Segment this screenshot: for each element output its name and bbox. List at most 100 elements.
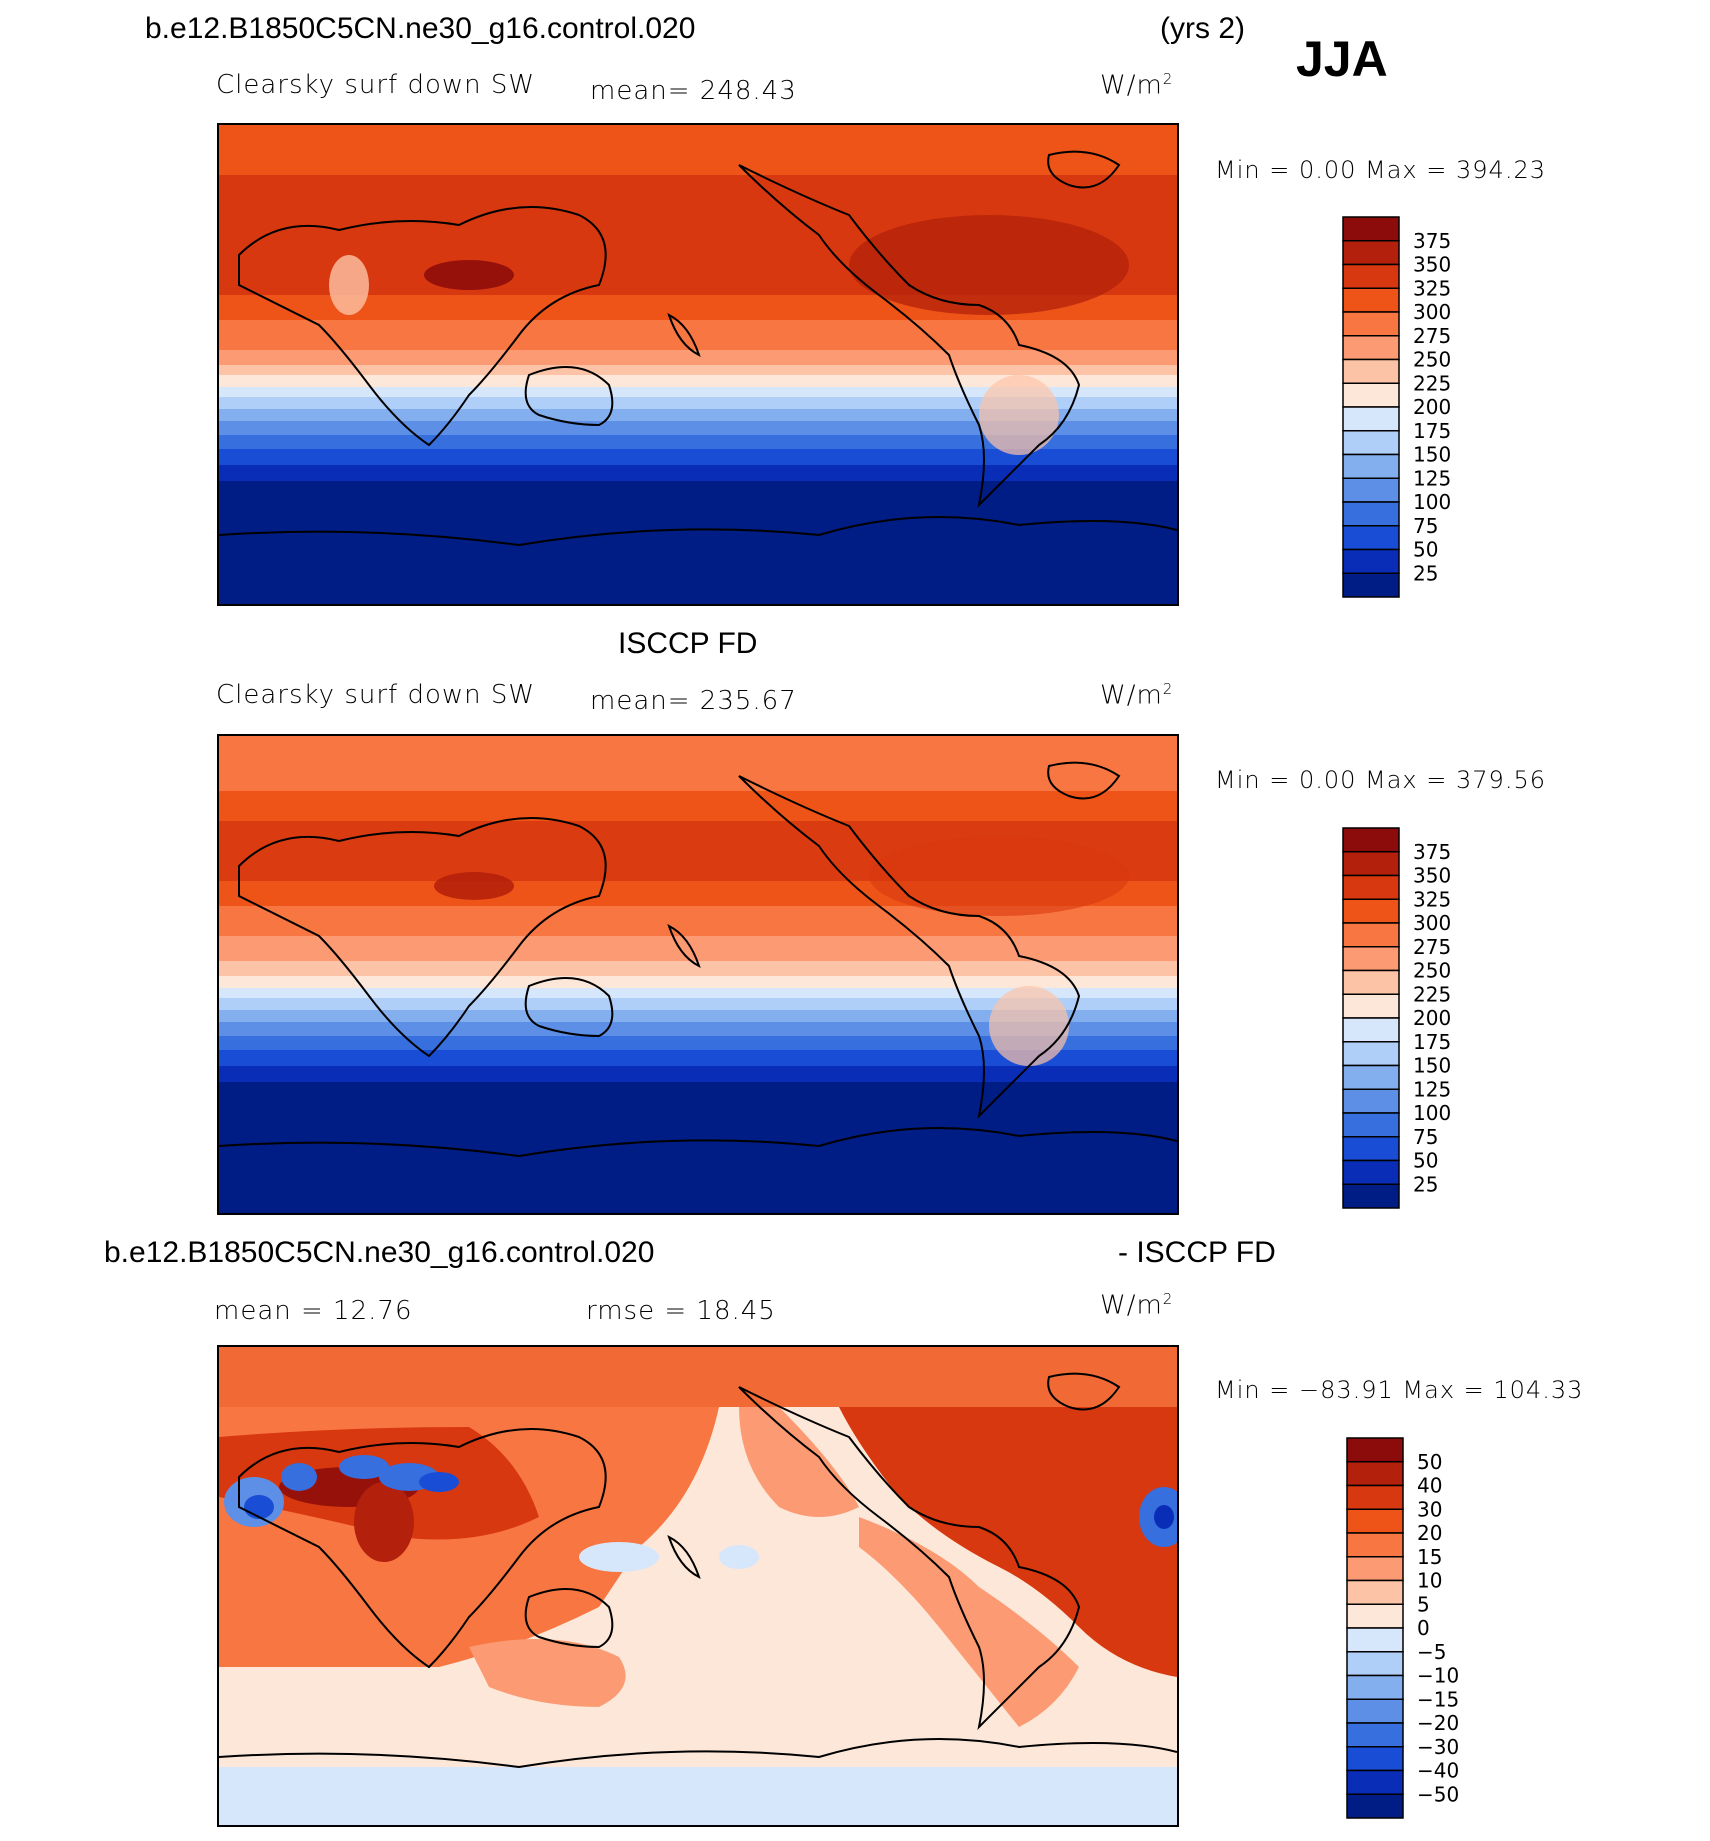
legend-swatch [1342, 358, 1400, 384]
legend-swatch [1342, 477, 1400, 503]
legend-swatch [1342, 572, 1400, 598]
legend-label: 40 [1417, 1474, 1442, 1498]
legend-swatch [1342, 453, 1400, 479]
legend-swatch [1346, 1674, 1404, 1700]
legend-swatch [1346, 1722, 1404, 1748]
panel1-legend: 375 350 325 300 275 250 225 200 175 150 125 100 75 50… [1341, 215, 1481, 598]
season-label: JJA [1296, 31, 1388, 87]
legend-swatch [1342, 1159, 1400, 1185]
legend-swatch [1346, 1651, 1404, 1677]
panel2-legend: 375 350 325 300 275 250 225 200 175 150 125 100 75 50… [1341, 826, 1481, 1209]
legend-label: 25 [1413, 561, 1438, 585]
legend-swatch [1342, 827, 1400, 853]
legend-label: 50 [1413, 538, 1438, 562]
years-label: (yrs 2) [1160, 12, 1245, 45]
legend-swatch [1342, 216, 1400, 242]
legend-swatch [1342, 1112, 1400, 1138]
legend-label: 350 [1413, 253, 1451, 277]
legend-label: 50 [1413, 1149, 1438, 1173]
legend-swatch [1342, 311, 1400, 337]
panel2-map-svg [219, 736, 1177, 1213]
legend-label: 30 [1417, 1497, 1442, 1521]
legend-swatch [1342, 1183, 1400, 1209]
legend-swatch [1342, 287, 1400, 313]
panel2-variable: Clearsky surf down SW [216, 680, 536, 710]
panel1-minmax: Min = 0.00 Max = 394.23 [1215, 156, 1546, 184]
legend-label: −20 [1417, 1711, 1459, 1735]
legend-label: 10 [1417, 1569, 1442, 1593]
panel3-minmax: Min = −83.91 Max = 104.33 [1215, 1376, 1584, 1404]
panel1-map [217, 123, 1179, 606]
legend-swatch [1342, 969, 1400, 995]
panel1-map-svg [219, 125, 1177, 604]
legend-swatch [1346, 1698, 1404, 1724]
legend-label: 100 [1413, 1101, 1451, 1125]
legend-label: 75 [1413, 1125, 1438, 1149]
legend-swatch [1346, 1484, 1404, 1510]
legend-label: 0 [1417, 1616, 1430, 1640]
panel3-map [217, 1345, 1179, 1827]
panel2-units: W/m2 [1100, 680, 1174, 711]
panel2-minmax: Min = 0.00 Max = 379.56 [1215, 766, 1546, 794]
legend-swatch [1342, 263, 1400, 289]
legend-swatch [1342, 1064, 1400, 1090]
legend-swatch [1346, 1603, 1404, 1629]
panel2-map [217, 734, 1179, 1215]
panel3-map-svg [219, 1347, 1177, 1825]
panel2-title: ISCCP FD [618, 627, 758, 660]
legend-swatch [1342, 922, 1400, 948]
legend-label: 150 [1413, 443, 1451, 467]
legend-swatch [1342, 851, 1400, 877]
legend-label: 375 [1413, 840, 1451, 864]
panel1-legend-svg: 3753503253002752502252001751501251007550… [1342, 216, 1451, 598]
legend-label: −30 [1417, 1735, 1459, 1759]
legend-label: 150 [1413, 1054, 1451, 1078]
legend-label: 20 [1417, 1521, 1442, 1545]
legend-swatch [1346, 1556, 1404, 1582]
legend-swatch [1342, 993, 1400, 1019]
legend-label: 350 [1413, 864, 1451, 888]
legend-label: 200 [1413, 1006, 1451, 1030]
legend-label: 325 [1413, 276, 1451, 300]
legend-label: 175 [1413, 419, 1451, 443]
legend-swatch [1346, 1532, 1404, 1558]
legend-label: 300 [1413, 300, 1451, 324]
legend-swatch [1342, 382, 1400, 408]
legend-swatch [1342, 406, 1400, 432]
legend-label: 275 [1413, 324, 1451, 348]
legend-swatch [1342, 1017, 1400, 1043]
legend-label: 225 [1413, 982, 1451, 1006]
legend-swatch [1346, 1508, 1404, 1534]
panel2-legend-svg: 3753503253002752502252001751501251007550… [1342, 827, 1451, 1209]
legend-label: 325 [1413, 887, 1451, 911]
legend-label: 300 [1413, 911, 1451, 935]
legend-label: 250 [1413, 959, 1451, 983]
legend-label: 250 [1413, 348, 1451, 372]
legend-label: 275 [1413, 935, 1451, 959]
case-title: b.e12.B1850C5CN.ne30_g16.control.020 [145, 12, 696, 45]
legend-swatch [1342, 430, 1400, 456]
legend-swatch [1342, 335, 1400, 361]
panel1-variable: Clearsky surf down SW [216, 70, 536, 100]
legend-label: −10 [1417, 1664, 1459, 1688]
panel2-mean: mean= 235.67 [590, 686, 797, 716]
legend-label: −5 [1417, 1640, 1446, 1664]
legend-swatch [1342, 874, 1400, 900]
panel3-mean: mean = 12.76 [214, 1296, 413, 1326]
legend-label: 15 [1417, 1545, 1442, 1569]
legend-label: 125 [1413, 1077, 1451, 1101]
panel3-rmse: rmse = 18.45 [586, 1296, 776, 1326]
legend-label: 100 [1413, 490, 1451, 514]
legend-swatch [1342, 946, 1400, 972]
legend-swatch [1342, 525, 1400, 551]
legend-label: 200 [1413, 395, 1451, 419]
panel1-units: W/m2 [1100, 70, 1174, 101]
legend-swatch [1346, 1437, 1404, 1463]
panel3-legend: 50 40 30 20 15 10 5 0 −5 −10 −15 −20 −30 −40 −50 [1345, 1436, 1485, 1819]
legend-label: 225 [1413, 371, 1451, 395]
legend-label: −40 [1417, 1759, 1459, 1783]
legend-label: 5 [1417, 1592, 1430, 1616]
legend-swatch [1346, 1746, 1404, 1772]
legend-label: −50 [1417, 1782, 1459, 1806]
legend-swatch [1346, 1579, 1404, 1605]
